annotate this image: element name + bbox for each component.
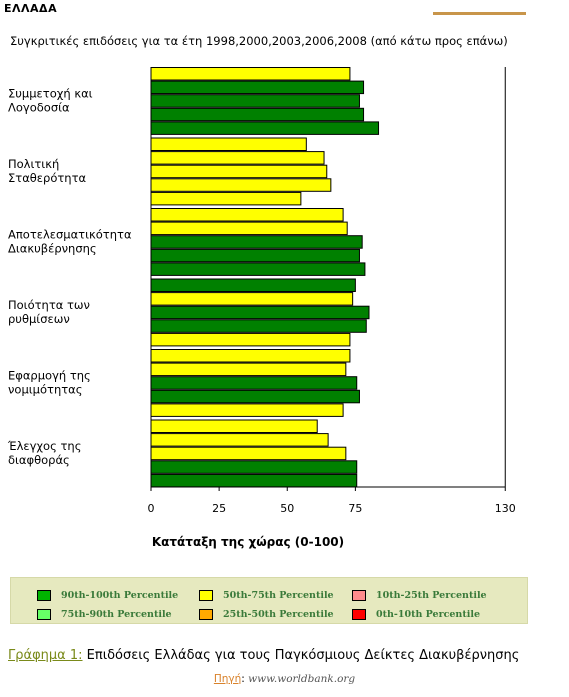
x-axis-title: Κατάταξη της χώρας (0-100) — [152, 535, 344, 549]
bar — [150, 305, 370, 320]
legend-label: 50th-75th Percentile — [223, 589, 334, 601]
category-label: διαφθοράς — [8, 453, 70, 467]
bar — [150, 460, 358, 474]
caption-text: Επιδόσεις Ελλάδας για τους Παγκόσμιους Δ… — [82, 648, 520, 663]
chart-subtitle: Συγκριτικές επιδόσεις για τα έτη 1998,20… — [10, 34, 508, 48]
bar — [150, 362, 347, 377]
category-label: νομιμότητας — [8, 383, 83, 397]
legend-item: 50th-75th Percentile — [199, 588, 334, 602]
bar — [150, 164, 328, 179]
figure-caption: Γράφημα 1: Επιδόσεις Ελλάδας για τους Πα… — [8, 648, 519, 663]
legend-swatch — [199, 608, 213, 620]
x-tick-label: 50 — [280, 502, 294, 515]
category-label: Ποιότητα των — [8, 298, 90, 312]
source-label: Πηγή — [213, 673, 242, 685]
legend-item: 75th-90th Percentile — [37, 607, 172, 621]
category-label: Διακυβέρνησης — [8, 242, 97, 256]
category-label: Πολιτική — [8, 157, 59, 171]
bar — [150, 292, 354, 306]
legend-label: 90th-100th Percentile — [61, 589, 179, 601]
legend-label: 75th-90th Percentile — [61, 608, 172, 620]
source-line: Πηγή: www.worldbank.org — [0, 673, 569, 685]
category-label: ρυθμίσεων — [8, 312, 70, 326]
bar — [150, 262, 366, 276]
category-label: Συμμετοχή και — [8, 87, 93, 101]
legend-swatch — [199, 589, 213, 601]
x-tick-label: 75 — [348, 502, 362, 515]
legend-item: 0th-10th Percentile — [352, 607, 480, 621]
category-label: Έλεγχος της — [7, 439, 81, 453]
source-link[interactable]: www.worldbank.org — [248, 673, 356, 685]
bar — [150, 332, 351, 347]
bar — [150, 433, 329, 447]
bar — [150, 473, 358, 488]
bar — [150, 235, 363, 249]
bar — [150, 349, 351, 363]
bar — [150, 121, 380, 135]
legend: 90th-100th Percentile 50th-75th Percenti… — [10, 577, 528, 624]
legend-item: 10th-25th Percentile — [352, 588, 487, 602]
legend-item: 90th-100th Percentile — [37, 588, 178, 602]
bar — [150, 94, 360, 108]
category-label: Αποτελεσματικότητα — [8, 228, 132, 242]
legend-swatch — [352, 608, 366, 620]
bar — [150, 137, 307, 151]
x-tick-label: 0 — [148, 502, 155, 515]
bar — [150, 208, 344, 222]
legend-swatch — [37, 589, 51, 601]
bar — [150, 191, 302, 206]
country-title: ΕΛΛΑΔΑ — [4, 2, 58, 15]
bar — [150, 107, 365, 122]
decorative-line — [433, 12, 526, 15]
bar — [150, 403, 344, 417]
legend-swatch — [352, 589, 366, 601]
bar — [150, 80, 365, 95]
legend-label: 0th-10th Percentile — [376, 608, 480, 620]
bar — [150, 67, 351, 81]
caption-prefix: Γράφημα 1: — [8, 648, 83, 663]
bar — [150, 446, 347, 461]
bar — [150, 376, 358, 390]
legend-label: 25th-50th Percentile — [223, 608, 334, 620]
bar — [150, 221, 348, 236]
bar — [150, 248, 360, 263]
category-label: Εφαρμογή της — [8, 369, 91, 383]
bar — [150, 389, 360, 404]
bar — [150, 419, 318, 433]
legend-swatch — [37, 608, 51, 620]
bar — [150, 319, 367, 333]
bar — [150, 178, 332, 192]
legend-label: 10th-25th Percentile — [376, 589, 487, 601]
bar — [150, 278, 356, 292]
x-tick-label: 25 — [212, 502, 226, 515]
legend-item: 25th-50th Percentile — [199, 607, 334, 621]
source-separator: : — [241, 673, 249, 685]
x-tick-label: 130 — [495, 502, 516, 515]
bar — [150, 151, 325, 165]
category-label: Λογοδοσία — [8, 101, 70, 115]
category-label: Σταθερότητα — [8, 171, 86, 185]
